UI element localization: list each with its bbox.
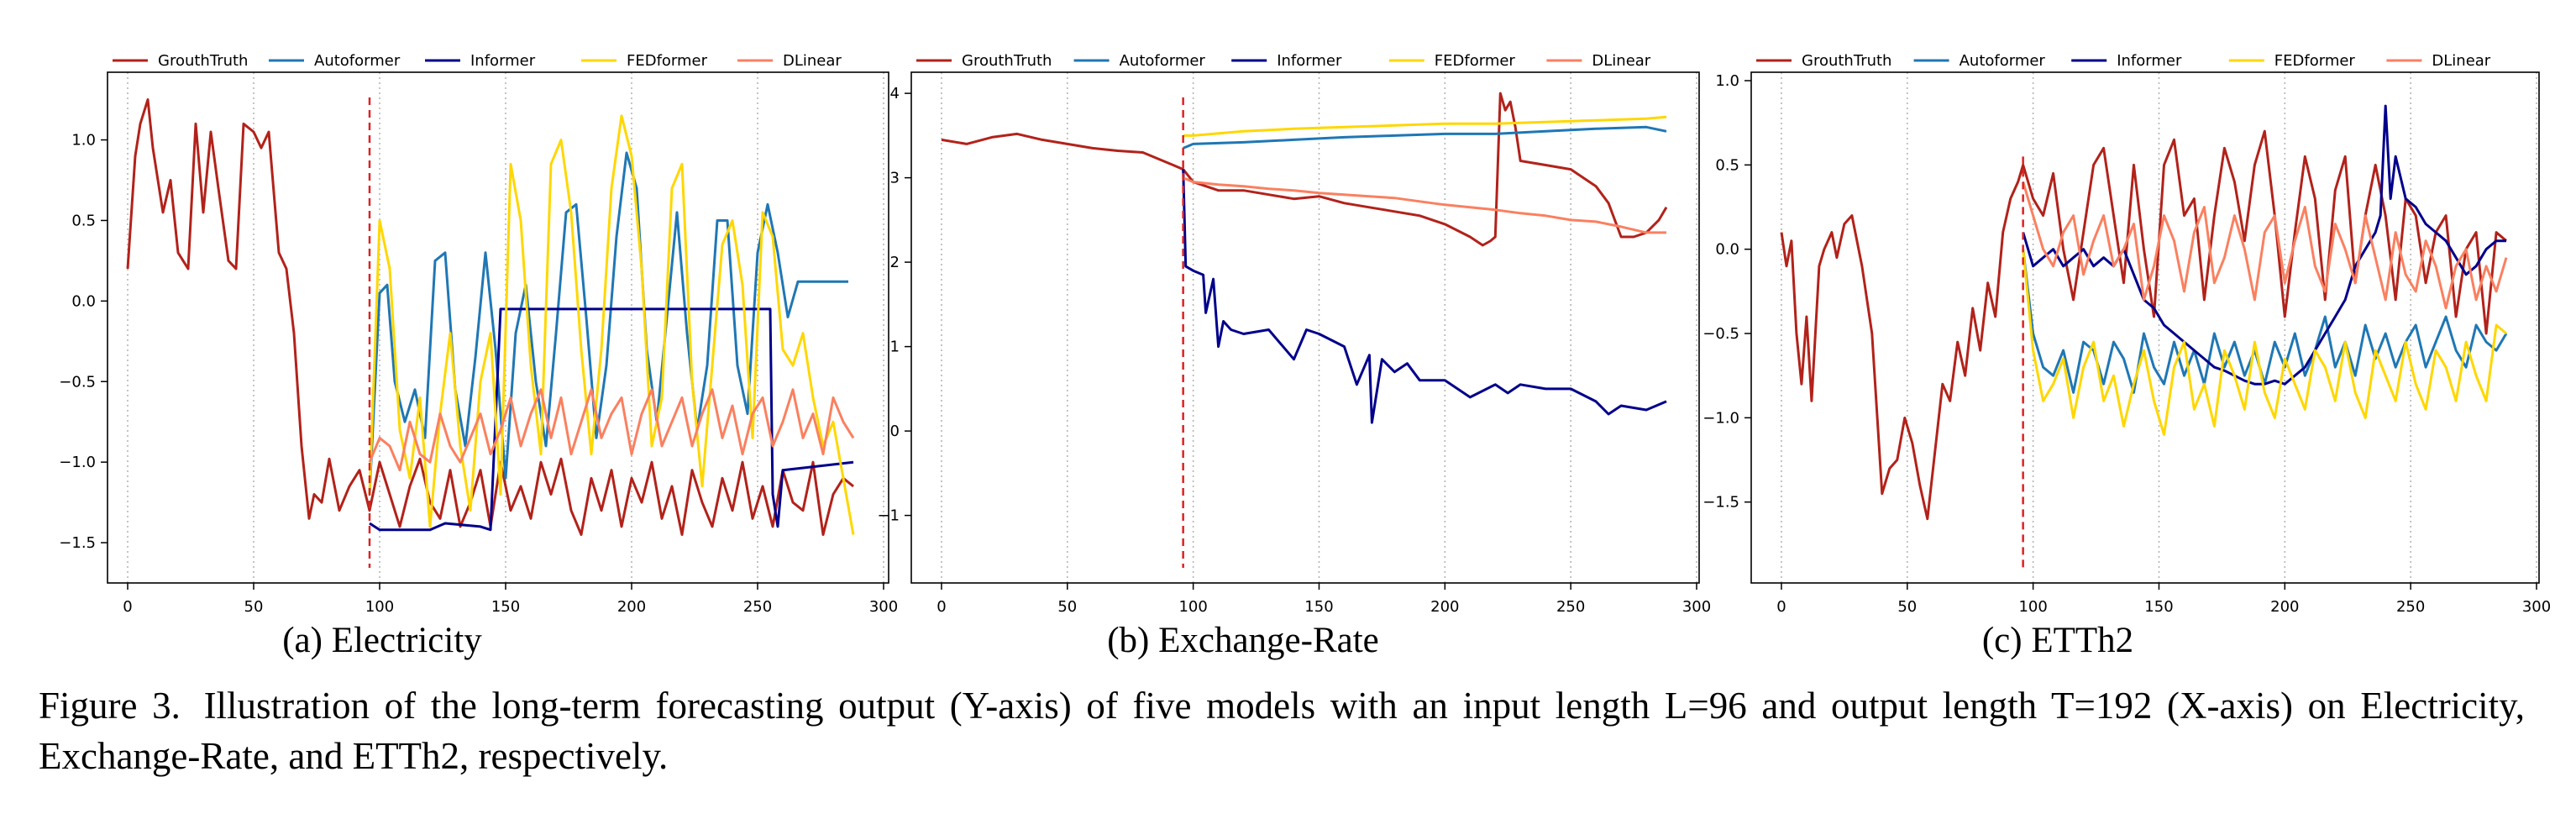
y-tick-label: 1.0 — [71, 132, 96, 150]
x-tick-label: 300 — [869, 598, 898, 616]
caption-label: Figure 3. — [39, 685, 181, 727]
series-line-informer — [2022, 104, 2506, 386]
y-tick-label: −0.5 — [59, 373, 96, 391]
series-line-grouthtruth — [1780, 129, 2507, 521]
x-tick-label: 200 — [1430, 598, 1459, 616]
legend-label-dlinear: DLinear — [783, 52, 842, 70]
y-tick-label: −1.0 — [59, 454, 96, 471]
series-line-informer — [369, 307, 854, 532]
axes-frame — [1750, 71, 2540, 584]
x-tick-label: 0 — [1776, 598, 1786, 616]
y-tick-label: 0.5 — [1715, 156, 1739, 174]
y-tick-label: −1.0 — [1702, 409, 1739, 427]
y-tick-label: 1 — [890, 339, 900, 356]
series-line-dlinear — [2022, 181, 2508, 310]
x-tick-label: 150 — [491, 598, 520, 616]
y-tick-label: 0.5 — [71, 212, 96, 229]
legend-label-autoformer: Autoformer — [1120, 52, 1206, 70]
legend: GrouthTruth Autoformer Informer FEDformer DL… — [113, 52, 842, 70]
axes-frame — [910, 71, 1700, 584]
y-tick-label: −1 — [877, 507, 900, 525]
y-tick-label: 0.0 — [71, 292, 96, 310]
panel-electricity: 0 50 100 150 200 250 300 −1.5 −1.0 −0.5 0.0 0.5 1.0 G… — [59, 52, 898, 660]
series-line-grouthtruth — [126, 98, 854, 536]
panel-sublabel: (b) Exchange-Rate — [1107, 621, 1379, 660]
y-tick-label: 0 — [890, 423, 900, 440]
legend: GrouthTruth Autoformer Informer FEDformer DL… — [916, 52, 1651, 70]
x-tick-label: 200 — [617, 598, 646, 616]
series-line-fedformer — [368, 114, 855, 535]
series-line-dlinear — [1183, 176, 1666, 234]
series-line-fedformer — [1183, 115, 1667, 137]
x-tick-label: 50 — [1897, 598, 1917, 616]
y-tick-label: 1.0 — [1715, 72, 1739, 90]
series-line-autoformer — [368, 151, 848, 495]
figure-caption: Figure 3. Illustration of the long-term … — [39, 680, 2525, 781]
legend-label-grouthtruth: GrouthTruth — [158, 52, 248, 70]
x-tick-label: 100 — [2018, 598, 2047, 616]
x-tick-label: 250 — [1556, 598, 1585, 616]
legend-label-dlinear: DLinear — [1592, 52, 1650, 70]
series-line-dlinear — [368, 388, 855, 472]
x-tick-label: 250 — [743, 598, 772, 616]
caption-text: Illustration of the long-term forecastin… — [39, 685, 2525, 777]
panel-etth2: 0 50 100 150 200 250 300 −1.5 −1.0 −0.5 0.0 0.5 1.0 G… — [1702, 52, 2551, 660]
legend-label-autoformer: Autoformer — [314, 52, 401, 70]
x-tick-label: 150 — [1304, 598, 1333, 616]
x-tick-label: 100 — [365, 598, 394, 616]
legend-label-fedformer: FEDformer — [627, 52, 708, 70]
y-tick-label: −0.5 — [1702, 325, 1739, 343]
y-tick-label: 0.0 — [1715, 241, 1739, 259]
panel-exchange-rate: 0 50 100 150 200 250 300 −1 0 1 2 3 4 GrouthTruth Auto… — [877, 52, 1711, 660]
x-tick-label: 150 — [2144, 598, 2173, 616]
legend-label-autoformer: Autoformer — [1960, 52, 2046, 70]
y-tick-label: 2 — [890, 254, 900, 271]
series-line-informer — [1182, 169, 1667, 424]
series-line-autoformer — [2022, 249, 2508, 394]
series-line-fedformer — [2022, 249, 2507, 436]
legend-label-fedformer: FEDformer — [1435, 52, 1516, 70]
x-tick-label: 50 — [244, 598, 264, 616]
legend-label-informer: Informer — [1277, 52, 1342, 70]
x-tick-label: 200 — [2270, 598, 2299, 616]
panel-sublabel: (a) Electricity — [282, 621, 482, 660]
y-tick-label: 3 — [890, 170, 900, 187]
x-tick-label: 100 — [1178, 598, 1207, 616]
x-tick-label: 0 — [123, 598, 132, 616]
y-tick-label: −1.5 — [1702, 494, 1739, 512]
panel-sublabel: (c) ETTh2 — [1982, 621, 2133, 660]
y-tick-label: 4 — [890, 85, 900, 102]
x-tick-label: 0 — [936, 598, 946, 616]
legend-label-grouthtruth: GrouthTruth — [1802, 52, 1891, 70]
legend-label-dlinear: DLinear — [2432, 52, 2490, 70]
series-line-autoformer — [1183, 125, 1667, 150]
legend-label-grouthtruth: GrouthTruth — [962, 52, 1052, 70]
x-tick-label: 250 — [2396, 598, 2425, 616]
legend-label-informer: Informer — [2117, 52, 2182, 70]
x-tick-label: 300 — [1682, 598, 1711, 616]
y-tick-label: −1.5 — [59, 534, 96, 552]
x-tick-label: 300 — [2522, 598, 2551, 616]
legend-label-informer: Informer — [470, 52, 536, 70]
x-tick-label: 50 — [1057, 598, 1077, 616]
legend-label-fedformer: FEDformer — [2274, 52, 2356, 70]
legend: GrouthTruth Autoformer Informer FEDformer DL… — [1756, 52, 2491, 70]
series-line-grouthtruth — [941, 92, 1668, 247]
axes-frame — [107, 71, 889, 584]
